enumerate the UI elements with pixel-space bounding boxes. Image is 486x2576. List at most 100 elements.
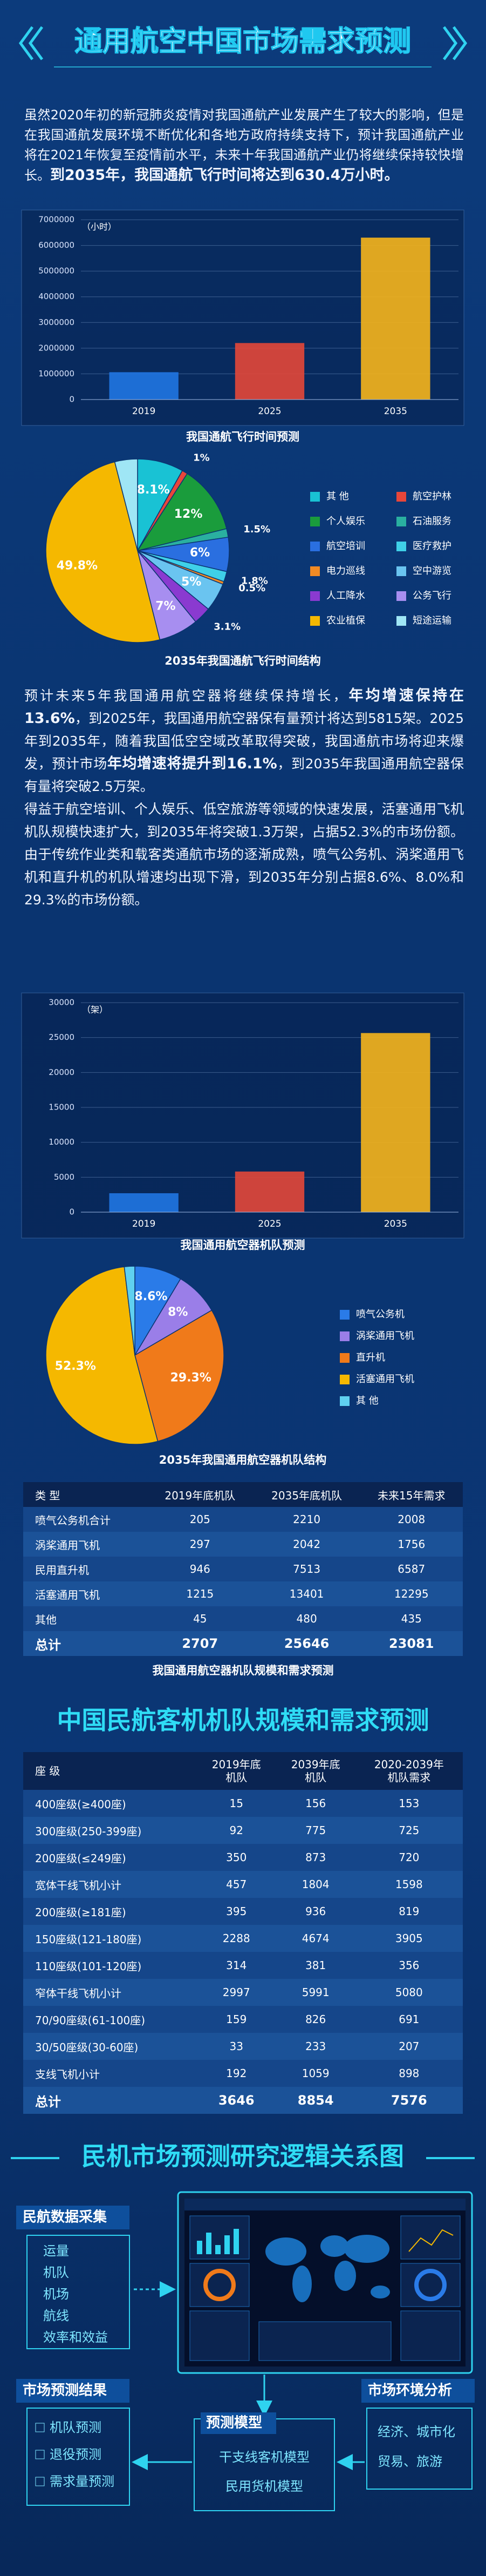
table-cell: 5080 [355, 1979, 463, 2006]
table-cell: 725 [355, 1817, 463, 1844]
table-cell: 395 [196, 1898, 276, 1925]
table-cell: 207 [355, 2033, 463, 2060]
table-cell: 691 [355, 2006, 463, 2033]
legend-swatch [340, 1353, 350, 1363]
table-cell: 支线飞机小计 [23, 2060, 197, 2087]
legend-swatch [310, 616, 320, 626]
y-tick-label: 30000 [49, 998, 74, 1008]
box-title: 预测模型 [206, 2415, 262, 2431]
table-row: 30/50座级(30-60座) 33 233 207 [23, 2033, 463, 2060]
table-cell: 70/90座级(61-100座) [23, 2006, 197, 2033]
bar-chart: 0 1000000 2000000 3000000 4000000 5000000 6000… [21, 209, 464, 443]
data-label: 8.1% [137, 483, 170, 497]
table-cell: 200座级(≥181座) [23, 1898, 197, 1925]
table-cell: 192 [196, 2060, 276, 2087]
header-row: 类 型 2019年底机队 2035年底机队 未来15年需求 [23, 1482, 463, 1507]
table-cell: 200座级(≤249座) [23, 1844, 197, 1871]
y-tick-label: 3000000 [38, 317, 74, 327]
table-cell: 2008 [360, 1507, 463, 1532]
legend-swatch [396, 566, 406, 576]
intro-text: 虽然2020年初的新冠肺炎疫情对我国通航产业发展产生了较大的影响，但是在我国通航… [24, 105, 464, 186]
dashboard-screen [177, 2191, 473, 2374]
table-cell: 775 [276, 1817, 355, 1844]
table-row: 150座级(121-180座) 2288 4674 3905 [23, 1925, 463, 1952]
y-tick-label: 4000000 [38, 292, 74, 301]
table-cell: 205 [146, 1507, 254, 1532]
table-cell: 110座级(101-120座) [23, 1952, 197, 1979]
box-item: 机队预测 [50, 2420, 101, 2435]
legend-swatch [396, 492, 406, 502]
box-item: 机场 [43, 2287, 69, 2302]
table-cell: 涡桨通用飞机 [23, 1532, 147, 1557]
x-tick-label: 2035 [384, 1219, 407, 1229]
pie-slice [136, 473, 227, 552]
legend-label: 空中游览 [413, 565, 451, 577]
legend-swatch [310, 492, 320, 502]
table-cell: 873 [276, 1844, 355, 1871]
table-cell: 1756 [360, 1532, 463, 1557]
table-cell: 314 [196, 1952, 276, 1979]
box-title: 市场预测结果 [23, 2382, 107, 2399]
data-label: 49.8% [57, 559, 98, 572]
data-label: 7% [155, 599, 175, 613]
table-cell: 民用直升机 [23, 1557, 147, 1581]
table-row: 民用直升机 946 7513 6587 [23, 1557, 463, 1581]
legend-swatch [340, 1396, 350, 1406]
y-tick-label: 5000 [54, 1172, 74, 1182]
table-caption: 我国通用航空器机队规模和需求预测 [152, 1664, 334, 1677]
page-title: 通用航空中国市场需求预测 [74, 25, 411, 58]
data-label: 1.5% [243, 524, 270, 535]
table-cell: 150座级(121-180座) [23, 1925, 197, 1952]
y-tick-label: 15000 [49, 1103, 74, 1112]
y-tick-label: 25000 [49, 1032, 74, 1042]
data-label: 6% [190, 546, 210, 560]
banner-decoration [18, 26, 468, 67]
box-item: 需求量预测 [50, 2474, 114, 2489]
table-cell: 30/50座级(30-60座) [23, 2033, 197, 2060]
bullet [35, 2423, 45, 2432]
legend-swatch [310, 542, 320, 551]
table-cell: 898 [355, 2060, 463, 2087]
table-cell: 826 [276, 2006, 355, 2033]
table-cell: 1598 [355, 1871, 463, 1898]
logic-title: 民机市场预测研究逻辑关系图 [11, 2142, 475, 2171]
legend-label: 其 他 [326, 491, 349, 502]
table-cell: 活塞通用飞机 [23, 1581, 147, 1606]
box-item: 民用货机模型 [225, 2479, 303, 2494]
analysis-text: 预计未来5年我国通用航空器将继续保持增长，年均增速保持在13.6%，到2025年… [24, 685, 464, 911]
table-row: 宽体干线飞机小计 457 1804 1598 [23, 1871, 463, 1898]
data-label: 29.3% [170, 1371, 211, 1385]
header-cell: 类 型 [23, 1482, 147, 1507]
table-row: 喷气公务机合计 205 2210 2008 [23, 1507, 463, 1532]
table-cell: 窄体干线飞机小计 [23, 1979, 197, 2006]
table-cell: 3646 [196, 2087, 276, 2114]
box-item: 运量 [43, 2243, 69, 2259]
y-tick-label: 5000000 [38, 266, 74, 276]
legend-label: 医疗救护 [413, 540, 451, 552]
header-cell: 座 级 [23, 1752, 197, 1790]
table-cell: 宽体干线飞机小计 [23, 1871, 197, 1898]
y-tick-label: 6000000 [38, 240, 74, 250]
legend-label: 短途运输 [413, 615, 451, 626]
table-cell: 5991 [276, 1979, 355, 2006]
table-cell: 159 [196, 2006, 276, 2033]
table-cell: 233 [276, 2033, 355, 2060]
legend-label: 石油服务 [413, 516, 451, 527]
table-cell: 457 [196, 1871, 276, 1898]
table-cell: 2288 [196, 1925, 276, 1952]
legend-swatch [340, 1310, 350, 1320]
section-title: 民机市场预测研究逻辑关系图 [81, 2142, 404, 2171]
pie-slice [134, 1309, 224, 1442]
y-axis-label: （小时） [82, 222, 117, 232]
legend-swatch [340, 1375, 350, 1384]
box [26, 2408, 130, 2506]
table-row: 总计 2707 25646 23081 [23, 1631, 463, 1656]
legend-swatch [396, 542, 406, 551]
paragraph: 虽然2020年初的新冠肺炎疫情对我国通航产业发展产生了较大的影响，但是在我国通航… [24, 105, 464, 186]
table-cell: 2042 [253, 1532, 360, 1557]
box-item: 航线 [43, 2308, 69, 2323]
header-row: 座 级 2019年底 机队 2039年底 机队 2020-2039年 机队需求 [23, 1752, 463, 1790]
data-label: 0.5% [238, 583, 265, 594]
text-run: ，到2035年我国通用航空器保有量将突破2.5万架。 [24, 756, 464, 794]
chart-caption: 2035年我国通用航空器机队结构 [159, 1453, 326, 1466]
